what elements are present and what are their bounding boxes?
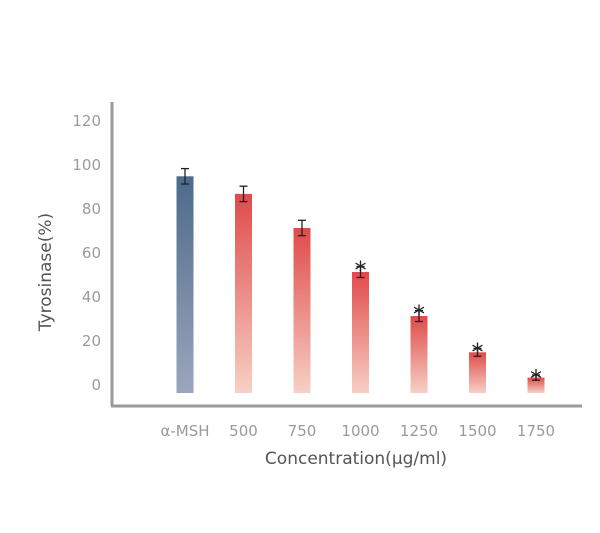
x-tick-label: 1000 bbox=[341, 422, 379, 440]
bar bbox=[293, 228, 311, 393]
significance-star: * bbox=[472, 338, 484, 366]
bar bbox=[176, 176, 194, 393]
bar bbox=[410, 316, 428, 393]
x-axis-title: Concentration(μg/ml) bbox=[265, 449, 447, 469]
bar bbox=[352, 272, 369, 393]
bars: * * * * bbox=[176, 167, 545, 393]
error-bar bbox=[181, 167, 189, 185]
x-tick-label: 1750 bbox=[517, 422, 555, 440]
error-bar bbox=[356, 265, 365, 279]
significance-star: * bbox=[413, 301, 425, 329]
error-bar bbox=[473, 347, 482, 357]
significance-star: * bbox=[530, 365, 542, 393]
significance-star: * bbox=[355, 257, 367, 285]
error-bar bbox=[298, 219, 306, 237]
y-tick-label: 100 bbox=[72, 156, 101, 174]
y-tick-label: 40 bbox=[82, 288, 101, 306]
y-tick-label: 0 bbox=[91, 376, 101, 394]
x-tick-label: 1250 bbox=[400, 422, 438, 440]
error-bar bbox=[239, 185, 248, 203]
x-tick-label: 750 bbox=[288, 422, 317, 440]
y-tick-label: 120 bbox=[72, 112, 101, 130]
y-axis-title: Tyrosinase(%) bbox=[36, 213, 56, 332]
x-tick-label: 500 bbox=[229, 422, 258, 440]
x-tick-label: 1500 bbox=[458, 422, 496, 440]
error-bar bbox=[532, 374, 540, 381]
bar bbox=[527, 377, 545, 393]
x-tick-label: α-MSH bbox=[160, 422, 209, 440]
y-tick-label: 80 bbox=[82, 200, 101, 218]
y-tick-label: 20 bbox=[82, 332, 101, 350]
bar bbox=[469, 352, 486, 393]
y-tick-labels: 0 20 40 60 80 100 120 bbox=[72, 112, 101, 394]
bar bbox=[235, 193, 252, 393]
axes bbox=[110, 102, 582, 408]
error-bar bbox=[415, 309, 423, 323]
y-tick-label: 60 bbox=[82, 244, 101, 262]
x-tick-labels: α-MSH 500 750 1000 1250 1500 1750 bbox=[160, 422, 555, 440]
